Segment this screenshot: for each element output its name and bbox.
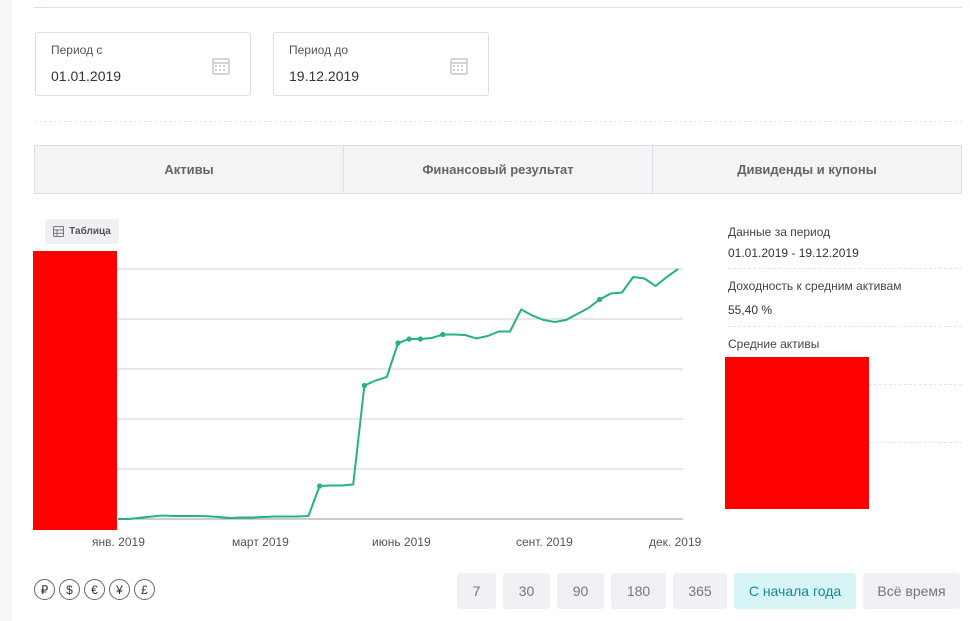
- top-divider: [34, 7, 962, 8]
- data-point[interactable]: [317, 483, 323, 489]
- summary-divider: [728, 326, 962, 327]
- tab-dividends-coupons[interactable]: Дивиденды и купоны: [652, 146, 961, 193]
- currency-rub-button[interactable]: ₽: [34, 579, 55, 600]
- x-tick-label: март 2019: [232, 535, 289, 549]
- series-line: [118, 268, 679, 520]
- yield-value: 55,40 %: [728, 303, 773, 317]
- range-365-button[interactable]: 365: [673, 573, 727, 609]
- avg-assets-summary: Средние активы: [728, 337, 962, 351]
- series-markers: [317, 296, 603, 489]
- currency-usd-button[interactable]: $: [59, 579, 80, 600]
- period-to-value[interactable]: 19.12.2019: [289, 68, 360, 84]
- range-selector: 7 30 90 180 365 С начала года Всё время: [457, 573, 960, 609]
- data-point[interactable]: [395, 340, 401, 346]
- chart-grid: [118, 268, 683, 520]
- currency-eur-button[interactable]: €: [84, 579, 105, 600]
- currency-gbp-button[interactable]: £: [134, 579, 155, 600]
- table-icon: [53, 226, 65, 237]
- calendar-icon[interactable]: [450, 57, 468, 75]
- left-rail: [0, 0, 12, 621]
- x-tick-label: янв. 2019: [92, 535, 145, 549]
- tab-financial-result[interactable]: Финансовый результат: [343, 146, 652, 193]
- x-tick-label: июнь 2019: [372, 535, 431, 549]
- section-divider: [34, 121, 962, 122]
- period-from-field[interactable]: Период с 01.01.2019: [35, 32, 251, 96]
- range-30-button[interactable]: 30: [503, 573, 550, 609]
- period-from-label: Период с: [51, 43, 103, 57]
- y-axis-redacted: [33, 251, 117, 530]
- period-from-value[interactable]: 01.01.2019: [51, 68, 122, 84]
- report-tabs: Активы Финансовый результат Дивиденды и …: [34, 145, 962, 194]
- data-point[interactable]: [597, 296, 603, 303]
- range-all-time-button[interactable]: Всё время: [863, 573, 960, 609]
- summary-divider: [728, 268, 962, 269]
- x-tick-label: дек. 2019: [649, 535, 702, 549]
- calendar-icon[interactable]: [212, 57, 230, 75]
- data-point[interactable]: [417, 336, 423, 342]
- range-ytd-button[interactable]: С начала года: [734, 573, 856, 609]
- yield-label: Доходность к средним активам: [728, 279, 902, 293]
- table-view-label: Таблица: [69, 226, 111, 237]
- x-tick-label: сент. 2019: [516, 535, 573, 549]
- assets-line-chart: [118, 268, 683, 520]
- period-summary-value: 01.01.2019 - 19.12.2019: [728, 246, 859, 260]
- data-point[interactable]: [361, 382, 367, 389]
- table-view-button[interactable]: Таблица: [45, 219, 119, 244]
- period-to-field[interactable]: Период до 19.12.2019: [273, 32, 489, 96]
- avg-assets-label: Средние активы: [728, 337, 820, 351]
- range-7-button[interactable]: 7: [457, 573, 496, 609]
- avg-assets-redacted: [725, 357, 869, 509]
- range-90-button[interactable]: 90: [557, 573, 604, 609]
- period-summary: Данные за период 01.01.2019 - 19.12.2019: [728, 225, 962, 260]
- data-point[interactable]: [440, 331, 446, 338]
- data-point[interactable]: [406, 336, 412, 342]
- range-180-button[interactable]: 180: [611, 573, 666, 609]
- currency-jpy-button[interactable]: ¥: [109, 579, 130, 600]
- currency-switcher: ₽ $ € ¥ £: [34, 579, 155, 600]
- yield-summary: Доходность к средним активам 55,40 %: [728, 279, 962, 317]
- period-to-label: Период до: [289, 43, 349, 57]
- period-summary-label: Данные за период: [728, 225, 831, 239]
- tab-assets[interactable]: Активы: [35, 146, 343, 193]
